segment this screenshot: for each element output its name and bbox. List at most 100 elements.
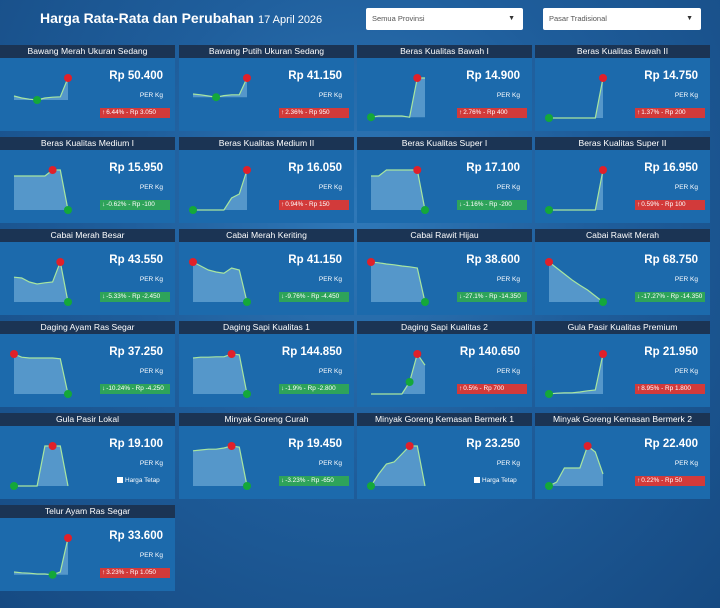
price-unit: PER Kg [318, 92, 342, 99]
min-point-marker [64, 206, 72, 214]
commodity-price: Rp 144.850 [281, 346, 342, 358]
price-sparkline [13, 74, 72, 104]
commodity-name: Cabai Rawit Hijau [357, 229, 532, 242]
commodity-card[interactable]: Minyak Goreng Kemasan Bermerk 1 Rp 23.250… [357, 413, 532, 499]
price-sparkline [545, 258, 607, 306]
commodity-card[interactable]: Cabai Rawit Hijau Rp 38.600 PER Kg ↓-27.1% … [357, 229, 532, 315]
commodity-card[interactable]: Bawang Merah Ukuran Sedang Rp 50.400 PER K… [0, 45, 175, 131]
page-date: 17 April 2026 [257, 14, 323, 26]
sparkline-line [549, 169, 604, 211]
price-unit: PER Kg [139, 368, 163, 375]
commodity-card-body: Rp 50.400 PER Kg ↑6.44% - Rp 3.050 [0, 58, 175, 131]
province-select[interactable]: Semua Provinsi ▼ [366, 8, 523, 30]
sparkline-area [14, 354, 68, 394]
commodity-card[interactable]: Gula Pasir Kualitas Premium Rp 21.950 PER … [535, 321, 710, 407]
max-point-marker [545, 258, 553, 266]
price-sparkline [545, 350, 607, 398]
commodity-price: Rp 41.150 [288, 254, 342, 266]
max-point-marker [405, 442, 414, 450]
arrow-down-icon: ↓ [281, 385, 285, 392]
arrow-down-icon: ↓ [102, 385, 106, 392]
min-point-marker [599, 298, 607, 306]
province-select-value: Semua Provinsi [372, 14, 425, 23]
commodity-price: Rp 37.250 [109, 346, 163, 358]
commodity-card[interactable]: Gula Pasir Lokal Rp 19.100 PER Kg Harga Tet… [0, 413, 175, 499]
commodity-card[interactable]: Daging Sapi Kualitas 2 Rp 140.650 PER Kg ↑0… [357, 321, 532, 407]
commodity-card[interactable]: Minyak Goreng Curah Rp 19.450 PER Kg ↓-3.23… [179, 413, 354, 499]
commodity-card-body: Rp 16.050 PER Kg ↑0.94% - Rp 150 [179, 150, 354, 223]
price-change-text: 3.23% - Rp 1.050 [106, 569, 156, 576]
commodity-card-body: Rp 33.600 PER Kg ↑3.23% - Rp 1.050 [0, 518, 175, 591]
commodity-card[interactable]: Daging Ayam Ras Segar Rp 37.250 PER Kg ↓-10… [0, 321, 175, 407]
min-point-marker [421, 298, 429, 306]
price-unit: PER Kg [139, 552, 163, 559]
max-point-marker [64, 534, 72, 542]
price-unit: PER Kg [139, 92, 163, 99]
commodity-card-body: Rp 37.250 PER Kg ↓-10.24% - Rp -4.250 [0, 334, 175, 407]
commodity-name: Daging Ayam Ras Segar [0, 321, 175, 334]
commodity-card[interactable]: Cabai Rawit Merah Rp 68.750 PER Kg ↓-17.27%… [535, 229, 710, 315]
arrow-up-icon: ↑ [637, 109, 641, 116]
price-unit: PER Kg [318, 368, 342, 375]
commodity-price: Rp 17.100 [466, 162, 520, 174]
min-point-marker [545, 114, 553, 122]
max-point-marker [56, 258, 65, 266]
commodity-card-body: Rp 19.450 PER Kg ↓-3.23% - Rp -650 [179, 426, 354, 499]
commodity-card[interactable]: Beras Kualitas Medium II Rp 16.050 PER Kg ↑… [179, 137, 354, 223]
commodity-card[interactable]: Cabai Merah Besar Rp 43.550 PER Kg ↓-5.33% … [0, 229, 175, 315]
min-point-marker [243, 482, 251, 490]
min-point-marker [33, 96, 42, 104]
commodity-card[interactable]: Telur Ayam Ras Segar Rp 33.600 PER Kg ↑3.23… [0, 505, 175, 591]
arrow-up-icon: ↑ [459, 385, 463, 392]
commodity-card[interactable]: Cabai Merah Keriting Rp 41.150 PER Kg ↓-9.7… [179, 229, 354, 315]
price-sparkline [14, 166, 72, 214]
arrow-up-icon: ↑ [637, 477, 641, 484]
commodity-card[interactable]: Beras Kualitas Bawah II Rp 14.750 PER Kg ↑1… [535, 45, 710, 131]
price-unit: PER Kg [318, 276, 342, 283]
commodity-card[interactable]: Daging Sapi Kualitas 1 Rp 144.850 PER Kg ↓-… [179, 321, 354, 407]
commodity-card-body: Rp 16.950 PER Kg ↑0.59% - Rp 100 [535, 150, 710, 223]
commodity-card-body: Rp 17.100 PER Kg ↓-1.16% - Rp -200 [357, 150, 532, 223]
commodity-name: Beras Kualitas Super I [357, 137, 532, 150]
max-point-marker [48, 166, 57, 174]
commodity-price: Rp 16.050 [288, 162, 342, 174]
price-sparkline [371, 166, 429, 214]
arrow-up-icon: ↑ [281, 109, 285, 116]
max-point-marker [413, 166, 422, 174]
commodity-price: Rp 140.650 [459, 346, 520, 358]
commodity-card[interactable]: Beras Kualitas Medium I Rp 15.950 PER Kg ↓-… [0, 137, 175, 223]
commodity-price: Rp 41.150 [288, 70, 342, 82]
arrow-down-icon: ↓ [102, 293, 106, 300]
price-change-text: -1.9% - Rp -2.800 [285, 385, 336, 392]
commodity-card[interactable]: Beras Kualitas Super I Rp 17.100 PER Kg ↓-1… [357, 137, 532, 223]
price-sparkline [192, 442, 251, 490]
max-point-marker [64, 74, 72, 82]
commodity-card[interactable]: Beras Kualitas Bawah I Rp 14.900 PER Kg ↑2.… [357, 45, 532, 131]
price-unit: PER Kg [496, 184, 520, 191]
price-sparkline [10, 350, 72, 398]
price-change-badge: ↑0.59% - Rp 100 [635, 200, 705, 210]
price-unit: PER Kg [139, 460, 163, 467]
price-change-badge: ↑0.22% - Rp 50 [635, 476, 705, 486]
price-sparkline [545, 166, 607, 214]
price-change-text: 8.95% - Rp 1.800 [641, 385, 691, 392]
min-point-marker [421, 206, 429, 214]
price-sparkline [367, 74, 425, 122]
commodity-card-body: Rp 21.950 PER Kg ↑8.95% - Rp 1.800 [535, 334, 710, 407]
commodity-card[interactable]: Beras Kualitas Super II Rp 16.950 PER Kg ↑0… [535, 137, 710, 223]
arrow-up-icon: ↑ [102, 109, 106, 116]
price-change-badge: ↓-27.1% - Rp -14.350 [457, 292, 527, 302]
commodity-name: Gula Pasir Lokal [0, 413, 175, 426]
price-unit: PER Kg [496, 276, 520, 283]
arrow-up-icon: ↑ [637, 385, 641, 392]
arrow-down-icon: ↓ [459, 201, 463, 208]
sparkline-line [192, 261, 248, 303]
pause-icon [117, 477, 123, 483]
market-select[interactable]: Pasar Tradisional ▼ [543, 8, 701, 30]
arrow-up-icon: ↑ [102, 569, 106, 576]
commodity-card[interactable]: Minyak Goreng Kemasan Bermerk 2 Rp 22.400… [535, 413, 710, 499]
commodity-name: Beras Kualitas Medium II [179, 137, 354, 150]
price-change-text: 6.44% - Rp 3.050 [106, 109, 156, 116]
price-change-badge: ↓-1.16% - Rp -200 [457, 200, 527, 210]
commodity-card[interactable]: Bawang Putih Ukuran Sedang Rp 41.150 PER K… [179, 45, 354, 131]
